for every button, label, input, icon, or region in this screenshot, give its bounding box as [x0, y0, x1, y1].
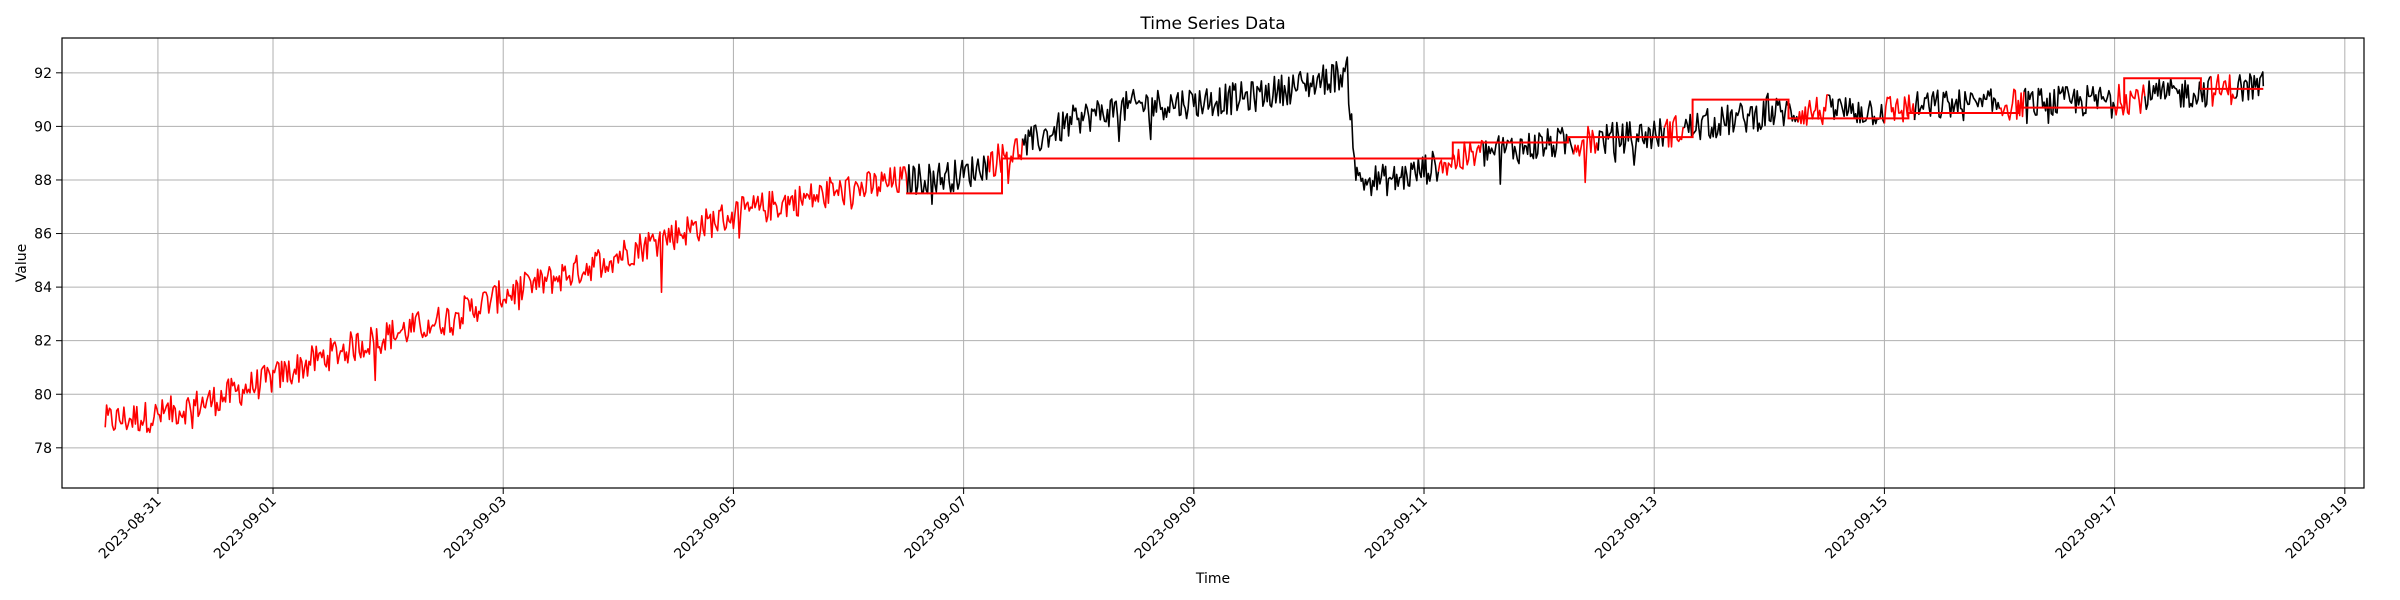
red-series-segment — [2210, 74, 2236, 107]
y-tick-label: 88 — [34, 173, 52, 189]
y-axis-ticks: 78 80 82 84 86 88 90 92 — [34, 66, 62, 457]
red-step-line — [906, 77, 2264, 195]
black-series-segment — [1482, 126, 1575, 185]
y-tick-label: 90 — [34, 119, 52, 135]
y-tick-label: 78 — [34, 441, 52, 457]
black-series-segment — [2023, 84, 2116, 125]
black-series-segment — [2234, 71, 2265, 102]
red-series-segment — [104, 166, 909, 434]
y-tick-label: 80 — [34, 387, 52, 403]
black-series-segment — [1597, 118, 1666, 166]
black-series-segment — [1021, 56, 1440, 197]
black-series-segment — [1913, 88, 2001, 122]
red-series-segment — [1883, 94, 1916, 124]
x-axis-title: Time — [1195, 571, 1230, 587]
red-series-segment — [1572, 125, 1599, 184]
y-axis-title: Value — [14, 244, 30, 282]
y-tick-label: 92 — [34, 66, 52, 82]
y-tick-label: 86 — [34, 227, 52, 243]
grid-lines — [62, 38, 2364, 488]
chart-title: Time Series Data — [1139, 14, 1285, 34]
red-series-segment — [1999, 88, 2025, 121]
red-series-segment — [1797, 94, 1829, 126]
red-series-segment — [1437, 139, 1484, 176]
plot-area-frame — [61, 37, 2365, 489]
y-tick-label: 84 — [34, 280, 52, 296]
black-series-segment — [1683, 92, 1799, 141]
black-series-segment — [906, 155, 989, 205]
red-series-segment — [987, 138, 1024, 185]
red-series-segment — [2113, 83, 2146, 116]
plot-data — [104, 56, 2265, 434]
y-tick-label: 82 — [34, 334, 52, 350]
red-series-segment — [1663, 115, 1685, 148]
